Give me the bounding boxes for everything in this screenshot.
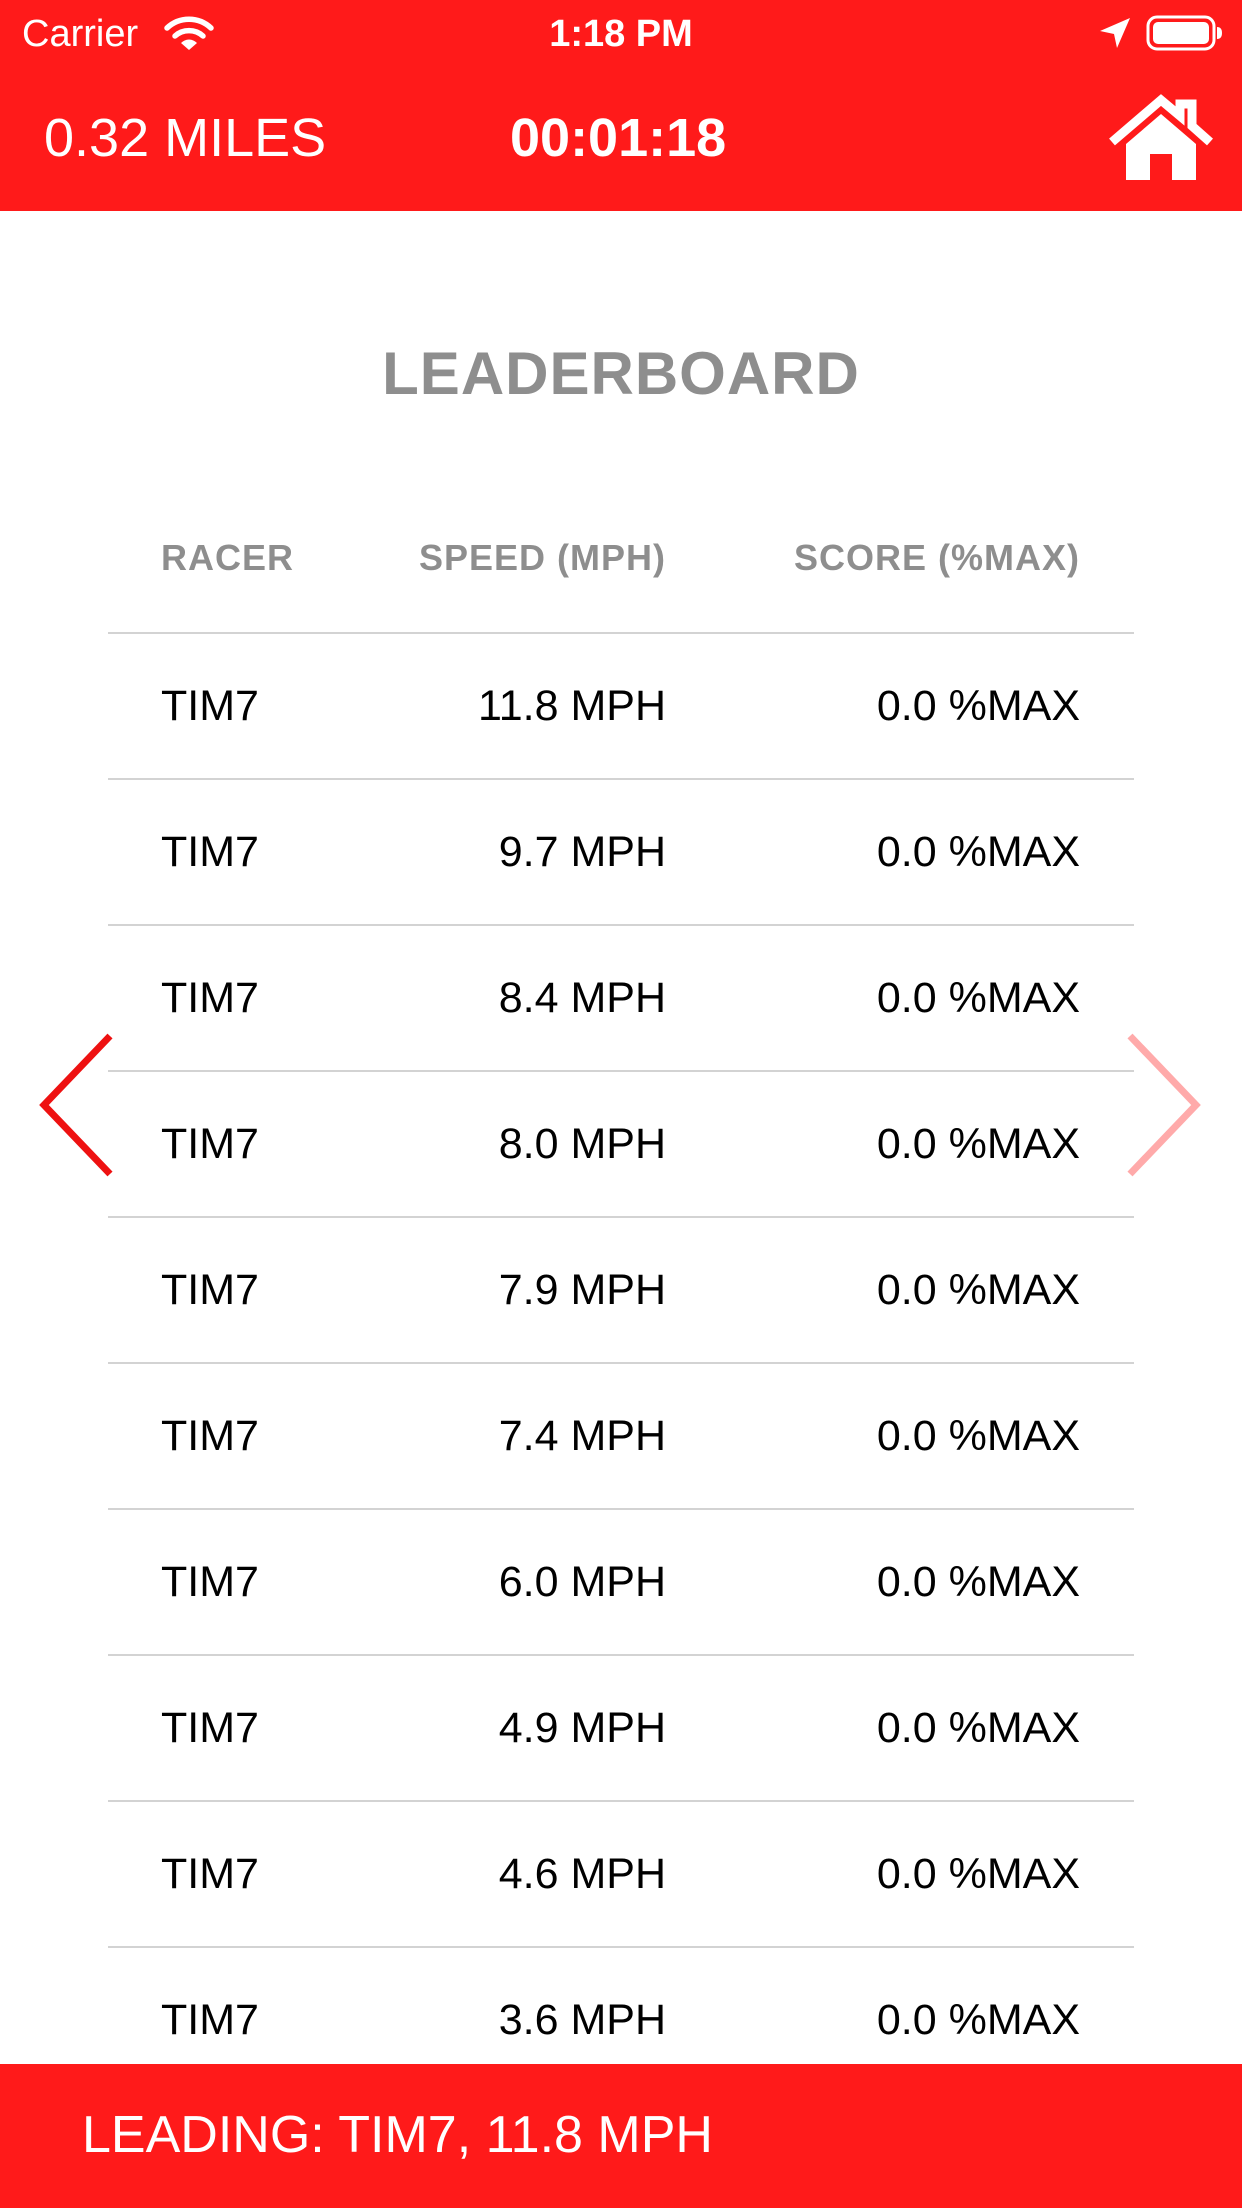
racer-score: 0.0 %MAX [876,1412,1080,1460]
leader-banner: LEADING: TIM7, 11.8 MPH [0,2064,1242,2208]
status-time: 1:18 PM [549,13,693,55]
elapsed-time: 00:01:18 [510,108,727,168]
header-bar: Carrier 1:18 PM 0.32 MILES 00:01:18 [0,0,1242,211]
racer-name: TIM7 [161,1266,259,1314]
racer-speed: 6.0 MPH [498,1558,666,1606]
table-row: TIM7 4.9 MPH 0.0 %MAX [108,1656,1134,1802]
racer-speed: 7.4 MPH [498,1412,666,1460]
table-row: TIM7 3.6 MPH 0.0 %MAX [108,1948,1134,2094]
table-row: TIM7 6.0 MPH 0.0 %MAX [108,1510,1134,1656]
racer-name: TIM7 [161,1558,259,1606]
racer-score: 0.0 %MAX [876,1996,1080,2044]
racer-name: TIM7 [161,1850,259,1898]
racer-score: 0.0 %MAX [876,974,1080,1022]
column-header-score: SCORE (%MAX) [793,537,1080,578]
racer-speed: 8.0 MPH [498,1120,666,1168]
chevron-left-icon [39,1033,113,1177]
racer-score: 0.0 %MAX [876,828,1080,876]
page-title: LEADERBOARD [382,340,860,407]
racer-name: TIM7 [161,1120,259,1168]
racer-score: 0.0 %MAX [876,1704,1080,1752]
racer-speed: 4.6 MPH [498,1850,666,1898]
battery-icon [1146,14,1224,52]
racer-name: TIM7 [161,1704,259,1752]
leading-racer-text: LEADING: TIM7, 11.8 MPH [82,2106,713,2164]
table-row: TIM7 8.0 MPH 0.0 %MAX [108,1072,1134,1218]
wifi-icon [164,14,214,54]
racer-speed: 8.4 MPH [498,974,666,1022]
table-row: TIM7 4.6 MPH 0.0 %MAX [108,1802,1134,1948]
table-header: RACER SPEED (MPH) SCORE (%MAX) [108,520,1134,634]
leaderboard-table: RACER SPEED (MPH) SCORE (%MAX) TIM7 11.8… [108,520,1134,2094]
table-row: TIM7 7.4 MPH 0.0 %MAX [108,1364,1134,1510]
racer-name: TIM7 [161,974,259,1022]
racer-score: 0.0 %MAX [876,1558,1080,1606]
racer-speed: 3.6 MPH [498,1996,666,2044]
racer-score: 0.0 %MAX [876,1120,1080,1168]
racer-speed: 9.7 MPH [498,828,666,876]
home-button[interactable] [1108,94,1214,184]
racer-name: TIM7 [161,682,259,730]
racer-speed: 4.9 MPH [498,1704,666,1752]
distance-readout: 0.32 MILES [44,108,327,168]
next-page-button[interactable] [1118,1030,1204,1180]
racer-name: TIM7 [161,1996,259,2044]
racer-score: 0.0 %MAX [876,682,1080,730]
home-icon [1109,94,1213,180]
previous-page-button[interactable] [36,1030,122,1180]
table-row: TIM7 8.4 MPH 0.0 %MAX [108,926,1134,1072]
carrier-label: Carrier [22,13,139,55]
chevron-right-icon [1127,1033,1201,1177]
racer-score: 0.0 %MAX [876,1266,1080,1314]
table-row: TIM7 11.8 MPH 0.0 %MAX [108,634,1134,780]
racer-speed: 7.9 MPH [498,1266,666,1314]
racer-name: TIM7 [161,828,259,876]
column-header-speed: SPEED (MPH) [418,537,666,578]
table-row: TIM7 7.9 MPH 0.0 %MAX [108,1218,1134,1364]
table-row: TIM7 9.7 MPH 0.0 %MAX [108,780,1134,926]
racer-speed: 11.8 MPH [478,682,666,730]
racer-score: 0.0 %MAX [876,1850,1080,1898]
column-header-racer: RACER [161,537,295,578]
racer-name: TIM7 [161,1412,259,1460]
location-icon [1098,16,1132,50]
